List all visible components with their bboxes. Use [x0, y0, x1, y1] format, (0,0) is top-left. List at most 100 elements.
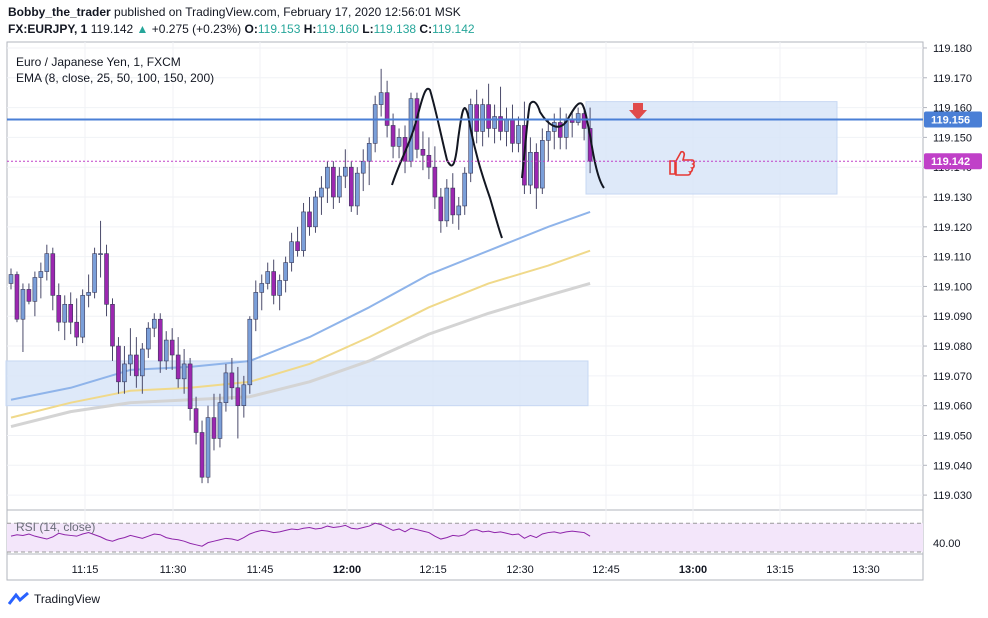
- candle-body: [32, 277, 38, 302]
- candle-body: [104, 253, 109, 305]
- symbol: FX:EURJPY, 1: [8, 22, 88, 36]
- candle-body: [516, 125, 521, 144]
- candle-body: [492, 116, 497, 129]
- x-tick-label: 11:45: [247, 564, 274, 576]
- candle-body: [181, 363, 187, 380]
- candle-body: [265, 271, 271, 284]
- y-tick-label: 119.030: [933, 490, 972, 502]
- up-arrow-icon: ▲: [136, 22, 149, 36]
- y-tick-label: 119.110: [933, 252, 971, 264]
- candle-body: [540, 140, 545, 189]
- close-label: C:: [419, 22, 433, 36]
- candle-body: [343, 166, 348, 177]
- price-label: 119.156: [931, 115, 970, 127]
- x-tick-label: 12:00: [333, 564, 361, 576]
- candle-body: [474, 104, 479, 132]
- candle-body: [277, 280, 282, 296]
- candle-body: [140, 348, 145, 377]
- candle-body: [187, 363, 193, 409]
- y-tick-label: 119.050: [933, 430, 972, 442]
- candle-body: [44, 253, 50, 272]
- candle-body: [289, 241, 294, 263]
- candle-body: [498, 116, 503, 132]
- high-label: H:: [303, 22, 317, 36]
- candle-body: [581, 113, 587, 129]
- candle-body: [253, 292, 259, 320]
- candle-body: [151, 318, 157, 329]
- rsi-label: RSI (14, close): [16, 520, 95, 534]
- legend-title: Euro / Japanese Yen, 1, FXCM: [16, 55, 181, 69]
- candle-body: [372, 104, 378, 144]
- y-tick-label: 119.120: [933, 222, 972, 234]
- candle-body: [211, 417, 217, 439]
- candle-body: [432, 166, 438, 198]
- candle-body: [163, 339, 169, 362]
- y-tick-label: 119.080: [933, 341, 972, 353]
- candle-body: [271, 271, 276, 296]
- candle-body: [235, 387, 241, 406]
- candle-body: [301, 211, 306, 251]
- candle-body: [193, 408, 199, 433]
- low-label: L:: [362, 22, 374, 36]
- candle-body: [217, 402, 223, 439]
- y-tick-label: 119.090: [933, 311, 972, 323]
- candle-body: [396, 137, 402, 147]
- candle-body: [420, 149, 426, 156]
- y-tick-label: 119.040: [933, 460, 972, 472]
- thumbs-up-shape: [669, 150, 695, 176]
- time-axis-pane: [6, 553, 924, 581]
- candle-body: [384, 92, 390, 126]
- candle-body: [26, 289, 32, 302]
- candle-body: [378, 92, 384, 105]
- down-arrow-icon: [629, 103, 647, 120]
- candle-body: [50, 253, 56, 296]
- y-tick-label: 119.170: [933, 73, 972, 85]
- candle-body: [462, 172, 468, 207]
- candle-body: [444, 187, 450, 222]
- price-label: 119.142: [931, 156, 970, 168]
- candle-body: [14, 274, 20, 320]
- x-tick-label: 12:30: [506, 564, 534, 576]
- low-value: 119.138: [373, 22, 417, 36]
- candle-body: [325, 166, 330, 189]
- candle-body: [20, 289, 26, 320]
- candle-body: [229, 372, 235, 389]
- candle-body: [169, 339, 175, 356]
- candle-body: [354, 172, 360, 207]
- candle-body: [146, 327, 151, 350]
- candle-body: [557, 122, 563, 138]
- x-tick-label: 13:00: [679, 564, 707, 576]
- candle-body: [241, 384, 247, 406]
- candle-body: [337, 175, 342, 198]
- candle-body: [199, 432, 205, 478]
- candle-body: [319, 187, 324, 198]
- open-value: 119.153: [257, 22, 301, 36]
- close-value: 119.142: [432, 22, 475, 36]
- author-name[interactable]: Bobby_the_trader: [8, 5, 111, 19]
- candle-body: [528, 151, 533, 186]
- price-label-box: [924, 111, 982, 128]
- rsi-band: [7, 523, 923, 552]
- candle-body: [486, 104, 491, 129]
- y-tick-label: 119.180: [933, 43, 972, 55]
- tradingview-logo[interactable]: TradingView: [8, 592, 100, 606]
- candle-body: [366, 143, 372, 162]
- y-tick-label: 119.100: [933, 281, 972, 293]
- candle-body: [157, 318, 163, 362]
- candle-body: [175, 354, 181, 380]
- open-label: O:: [244, 22, 258, 36]
- symbol-row: FX:EURJPY, 1 119.142 ▲ +0.275 (+0.23%) O…: [8, 21, 475, 38]
- last-price: 119.142: [90, 22, 134, 36]
- candle-body: [80, 295, 85, 338]
- zone-rect: [585, 101, 838, 195]
- ema-line: [10, 282, 591, 428]
- candle-body: [116, 345, 121, 383]
- candle-body: [110, 304, 115, 347]
- candle-body: [510, 119, 515, 144]
- candle-body: [313, 196, 318, 228]
- candle-body: [56, 295, 62, 323]
- candle-body: [480, 104, 485, 132]
- candle-body: [348, 166, 354, 207]
- candle-body: [8, 274, 14, 284]
